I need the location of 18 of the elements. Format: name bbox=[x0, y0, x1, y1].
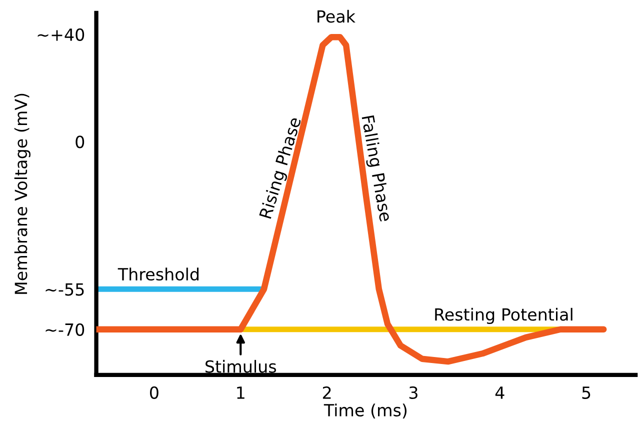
series-label: Threshold bbox=[118, 268, 199, 281]
annotation: Peak bbox=[318, 10, 356, 23]
x-tick-label: 5 bbox=[582, 386, 590, 399]
y-tick-label: 0 bbox=[76, 136, 84, 148]
x-tick-label: 0 bbox=[150, 386, 158, 399]
x-tick-label: 4 bbox=[495, 386, 504, 399]
x-tick-label: 2 bbox=[322, 386, 331, 399]
series-label: Resting Potential bbox=[435, 308, 572, 324]
annotation: Stimulus bbox=[206, 360, 276, 373]
y-axis-title: Membrane Voltage (mV) bbox=[14, 94, 30, 294]
y-tick-label: ~-55 bbox=[46, 283, 84, 296]
x-tick-label: 3 bbox=[409, 386, 418, 399]
x-axis-title: Time (ms) bbox=[324, 404, 407, 418]
annotation: Falling Phase bbox=[358, 115, 393, 222]
y-tick-label: ~+40 bbox=[38, 28, 84, 41]
y-tick-label: ~-70 bbox=[46, 323, 84, 336]
x-tick-label: 1 bbox=[237, 386, 244, 399]
annotation: Rising Phase bbox=[258, 116, 304, 220]
